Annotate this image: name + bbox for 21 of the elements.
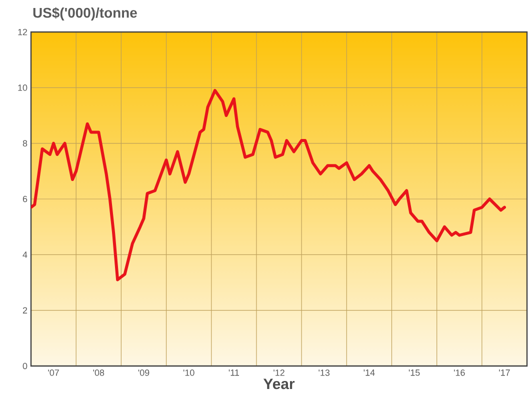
y-tick-label: 0 <box>22 362 28 370</box>
y-tick-label: 6 <box>22 196 28 202</box>
x-tick-label: '09 <box>138 370 150 376</box>
x-tick-label: '15 <box>408 370 420 376</box>
y-tick-label: 2 <box>22 307 28 314</box>
y-tick-label: 12 <box>18 28 28 36</box>
x-tick-label: '07 <box>48 370 59 376</box>
x-tick-label: '08 <box>93 370 104 376</box>
x-tick-label: '11 <box>228 370 239 376</box>
y-tick-label: 4 <box>22 252 28 258</box>
x-tick-label: '16 <box>454 370 465 376</box>
chart-title: US$('000)/tonne <box>33 7 137 20</box>
x-tick-label: '14 <box>364 370 375 376</box>
x-tick-label: '17 <box>499 370 510 376</box>
x-tick-label: '12 <box>274 370 284 376</box>
line-series <box>31 88 506 282</box>
x-axis-title: Year <box>263 378 295 390</box>
x-tick-label: '13 <box>318 370 330 376</box>
y-tick-label: 8 <box>22 140 28 147</box>
x-tick-label: '10 <box>183 370 194 376</box>
y-tick-label: 10 <box>18 84 28 91</box>
